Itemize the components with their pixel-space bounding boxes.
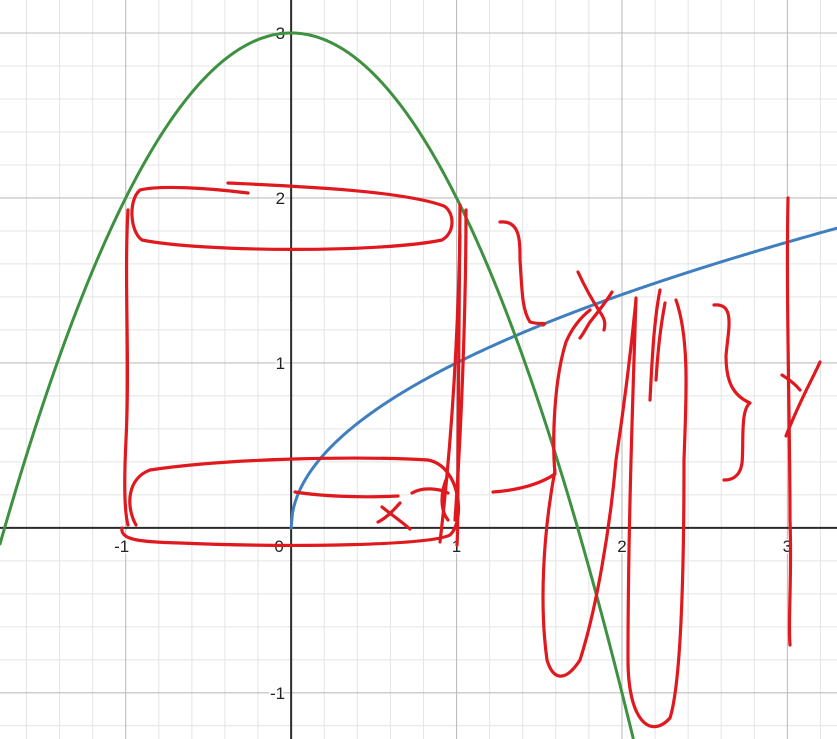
annotation-stroke (648, 288, 662, 402)
annotation-stroke (498, 220, 547, 327)
annotation-stroke (438, 233, 462, 544)
annotation-stroke (712, 303, 752, 482)
annotation-stroke (541, 298, 638, 678)
x-tick-label: -1 (114, 537, 129, 556)
handwritten-annotations (120, 181, 822, 729)
annotation-stroke (780, 373, 802, 392)
y-tick-label: -1 (270, 684, 285, 703)
annotation-stroke (453, 208, 468, 522)
annotation-stroke (626, 296, 688, 729)
annotation-stroke (410, 487, 450, 495)
y-tick-label: 2 (276, 189, 285, 208)
sqrt-curve (289, 226, 837, 530)
annotation-stroke (376, 501, 402, 524)
annotation-stroke (785, 196, 793, 647)
annotation-stroke (491, 308, 592, 494)
annotation-stroke (576, 270, 607, 332)
annotation-stroke (440, 473, 450, 522)
annotation-stroke (654, 301, 667, 382)
annotation-stroke (123, 208, 130, 527)
annotation-stroke (293, 490, 400, 499)
annotation-stroke (120, 456, 461, 547)
annotation-stroke (380, 505, 412, 531)
x-tick-label: 2 (617, 537, 626, 556)
annotation-stroke (578, 290, 614, 340)
annotation-stroke (784, 360, 822, 438)
parabola-curve (0, 31, 635, 739)
y-tick-label: 1 (276, 354, 285, 373)
annotation-stroke (130, 181, 454, 251)
function-curves (0, 31, 837, 739)
